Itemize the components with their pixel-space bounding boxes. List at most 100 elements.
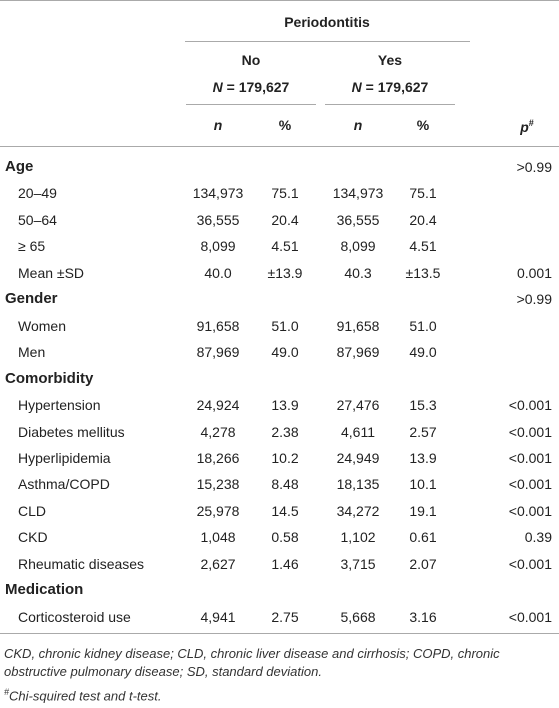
column-header: n xyxy=(213,117,223,133)
p-value: <0.001 xyxy=(508,476,552,493)
row-label: Mean ±SD xyxy=(18,264,85,281)
cell: 2.57 xyxy=(409,423,437,440)
cell: 134,973 xyxy=(332,185,384,202)
p-value: <0.001 xyxy=(508,449,552,466)
rule xyxy=(325,104,455,105)
cell: 0.58 xyxy=(271,529,299,546)
p-value: <0.001 xyxy=(508,397,552,414)
cell: 1,102 xyxy=(340,529,376,546)
cell: 4,611 xyxy=(341,423,375,440)
cell: 75.1 xyxy=(271,185,299,202)
rule xyxy=(186,104,316,105)
n-value: = 179,627 xyxy=(226,79,290,95)
cell: ±13.9 xyxy=(267,264,303,281)
cell: 5,668 xyxy=(340,608,376,625)
footnote-text: Chi-squired test and t-test. xyxy=(9,688,162,704)
cell: 24,949 xyxy=(336,449,380,466)
row-label: Corticosteroid use xyxy=(18,608,131,625)
rule xyxy=(0,146,559,147)
footnote: CKD, chronic kidney disease; CLD, chroni… xyxy=(4,646,500,679)
cell: 1.46 xyxy=(271,555,299,572)
cell: 4.51 xyxy=(409,238,437,255)
cell: 15,238 xyxy=(196,476,240,493)
cell: 36,555 xyxy=(196,211,240,228)
cell: 10.2 xyxy=(271,449,299,466)
p-value: <0.001 xyxy=(508,608,552,625)
section-title: Gender xyxy=(5,290,58,308)
p-marker: # xyxy=(528,118,534,129)
arm-n: N = 179,627 xyxy=(213,78,290,96)
section-title: Comorbidity xyxy=(5,369,94,387)
cell: 49.0 xyxy=(409,344,437,361)
cell: 51.0 xyxy=(409,317,437,334)
row-label: CLD xyxy=(18,502,47,519)
cell: 87,969 xyxy=(196,344,240,361)
cell: 19.1 xyxy=(409,502,437,519)
cell: 8.48 xyxy=(271,476,299,493)
p-value: 0.001 xyxy=(516,264,552,281)
row-label: Women xyxy=(18,317,66,334)
column-header: % xyxy=(278,117,292,133)
p-value: >0.99 xyxy=(516,159,552,175)
cell: 4,278 xyxy=(200,423,236,440)
row-label: Hypertension xyxy=(18,397,101,414)
cell: 49.0 xyxy=(271,344,299,361)
cell: 20.4 xyxy=(409,211,437,228)
row-label: Rheumatic diseases xyxy=(18,555,145,572)
p-value: >0.99 xyxy=(516,291,552,308)
cell: 75.1 xyxy=(409,185,437,202)
group-header: Periodontitis xyxy=(284,14,370,30)
cell: 40.0 xyxy=(204,264,232,281)
row-label: 20–49 xyxy=(18,185,57,202)
cell: 24,924 xyxy=(196,397,240,414)
cell: 2.07 xyxy=(409,555,437,572)
rule xyxy=(0,0,559,1)
cell: 134,973 xyxy=(192,185,244,202)
cell: 87,969 xyxy=(336,344,380,361)
cell: 40.3 xyxy=(344,264,372,281)
arm-label: Yes xyxy=(377,52,403,68)
p-symbol: p xyxy=(520,118,529,135)
cell: 18,135 xyxy=(336,476,380,493)
p-value: <0.001 xyxy=(508,502,552,519)
column-header: % xyxy=(416,117,430,133)
cell: 2.75 xyxy=(271,608,299,625)
arm-label: No xyxy=(241,52,261,68)
footnote-marker: # xyxy=(4,687,10,697)
arm-n: N = 179,627 xyxy=(352,78,429,96)
rule xyxy=(185,41,470,42)
cell: 10.1 xyxy=(409,476,437,493)
cell: 91,658 xyxy=(196,317,240,334)
cell: 36,555 xyxy=(336,211,380,228)
n-symbol: N xyxy=(212,79,223,95)
row-label: Asthma/COPD xyxy=(18,476,110,493)
row-label: Men xyxy=(18,344,46,361)
row-label: CKD xyxy=(18,529,48,546)
row-label: 50–64 xyxy=(18,211,57,228)
cell: 27,476 xyxy=(336,397,380,414)
section-title: Age xyxy=(5,158,34,175)
cell: 3.16 xyxy=(409,608,437,625)
p-value: 0.39 xyxy=(524,529,552,546)
cell: 8,099 xyxy=(200,238,236,255)
row-label: ≥ 65 xyxy=(18,238,46,255)
cell: 15.3 xyxy=(409,397,437,414)
rule xyxy=(0,633,559,634)
cell: 13.9 xyxy=(409,449,437,466)
cell: 91,658 xyxy=(336,317,380,334)
cell: 2.38 xyxy=(271,423,299,440)
cell: 8,099 xyxy=(340,238,376,255)
cell: 25,978 xyxy=(196,502,240,519)
cell: 13.9 xyxy=(271,397,299,414)
column-header: n xyxy=(353,117,363,133)
cell: 14.5 xyxy=(271,502,299,519)
row-label: Diabetes mellitus xyxy=(18,423,125,440)
cell: 34,272 xyxy=(336,502,380,519)
cell: 4.51 xyxy=(271,238,299,255)
cell: 18,266 xyxy=(196,449,240,466)
p-header: p# xyxy=(520,114,534,136)
cell: 20.4 xyxy=(271,211,299,228)
cell: 51.0 xyxy=(271,317,299,334)
n-value: = 179,627 xyxy=(365,79,429,95)
